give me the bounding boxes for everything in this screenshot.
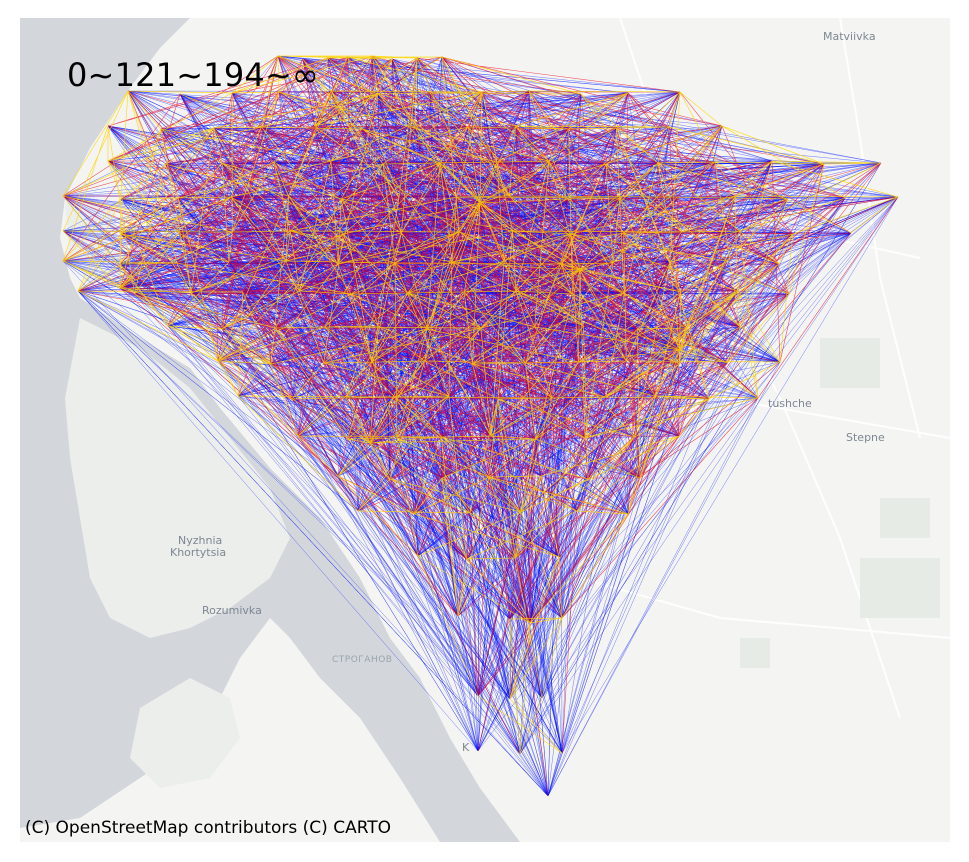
map-attribution: (C) OpenStreetMap contributors (C) CARTO	[25, 818, 392, 838]
place-label-stroganov: СТРОГАНОВ	[332, 655, 392, 665]
place-label-stepne: Stepne	[846, 431, 885, 444]
map-canvas[interactable]: Matviivka tushche Stepne Nyzhnia Khortyt…	[20, 18, 950, 842]
place-label-khortytsia: Khortytsia	[170, 546, 226, 559]
place-label-matviivka: Matviivka	[823, 30, 876, 43]
river	[20, 18, 520, 842]
edges-near	[62, 55, 899, 755]
map-frame: Matviivka tushche Stepne Nyzhnia Khortyt…	[20, 18, 950, 842]
place-labels: Matviivka tushche Stepne Nyzhnia Khortyt…	[170, 30, 885, 754]
fields	[740, 338, 940, 668]
place-label-tushche: tushche	[768, 397, 812, 410]
place-label-k: K	[462, 741, 470, 754]
place-label-nyzhnia: Nyzhnia	[178, 534, 222, 547]
od-flow-edges	[62, 55, 899, 797]
legend-thresholds: 0~121~194~∞	[67, 56, 319, 94]
place-label-rozumivka: Rozumivka	[202, 604, 262, 617]
